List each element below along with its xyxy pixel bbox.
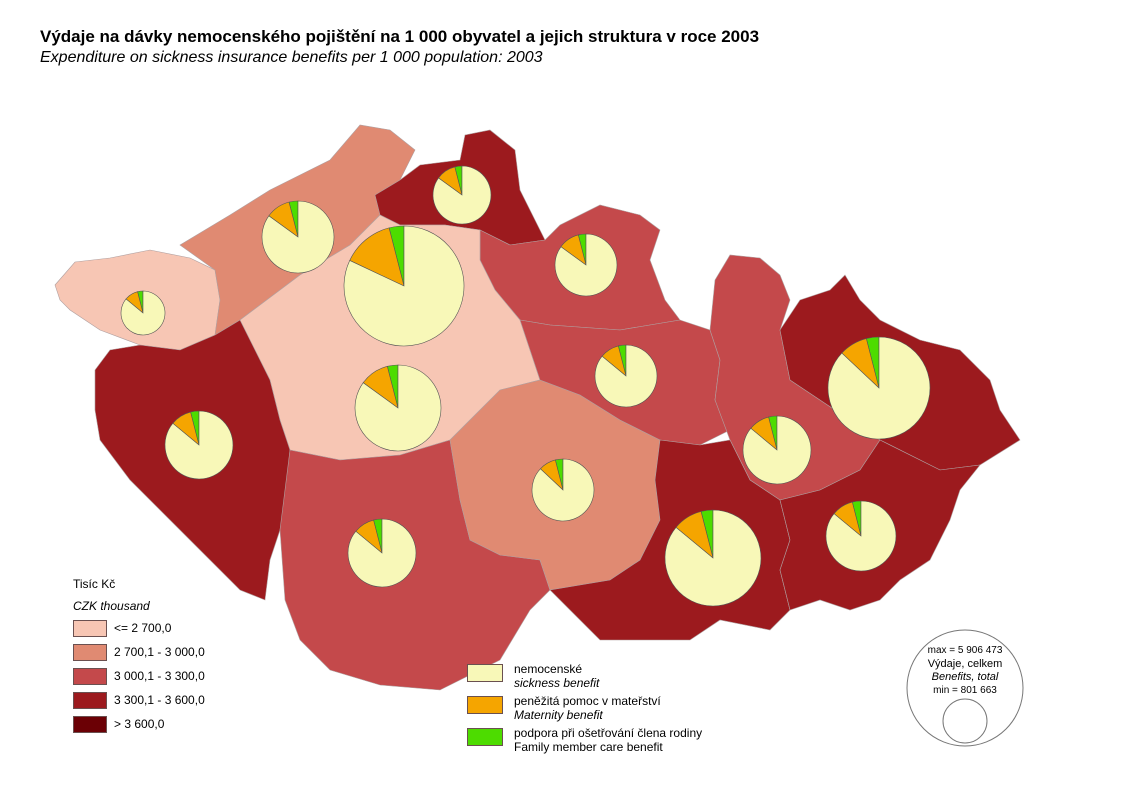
size-legend-label: Výdaje, celkem xyxy=(927,658,1003,670)
region xyxy=(279,439,551,691)
size-legend-label-en: Benefits, total xyxy=(931,671,999,683)
pie-slice xyxy=(827,336,931,440)
map-title: Výdaje na dávky nemocenského pojištění n… xyxy=(40,27,760,46)
pie-slice xyxy=(664,509,762,607)
legend-class-label: 3 000,1 - 3 300,0 xyxy=(114,669,205,683)
legend-class-label: 3 300,1 - 3 600,0 xyxy=(114,693,205,707)
pie-legend-label-en: Family member care benefit xyxy=(514,740,663,754)
size-legend-max-circle xyxy=(906,629,1024,747)
legend-unit: Tisíc Kč xyxy=(73,577,116,591)
legend-class-label: <= 2 700,0 xyxy=(114,621,172,635)
pie-legend-swatch xyxy=(467,664,503,682)
pie-slice xyxy=(825,500,897,572)
legend-swatch xyxy=(73,716,107,733)
pie-slice xyxy=(349,227,405,287)
pie-slice xyxy=(354,364,442,452)
legend-swatch xyxy=(73,620,107,637)
legend-swatch xyxy=(73,644,107,661)
pie-slice xyxy=(120,290,166,336)
pie-legend-label-en: Maternity benefit xyxy=(514,708,603,722)
map-subtitle: Expenditure on sickness insurance benefi… xyxy=(40,49,543,66)
pie-legend-label-en: sickness benefit xyxy=(514,676,600,690)
pie-legend-label: nemocenské xyxy=(514,662,583,676)
pie-legend-swatch xyxy=(467,728,503,746)
legend-unit-en: CZK thousand xyxy=(73,599,150,613)
size-legend-max: max = 5 906 473 xyxy=(927,645,1003,656)
pie-legend-label: peněžitá pomoc v mateřství xyxy=(514,694,661,708)
pie-slice xyxy=(554,233,618,297)
pie-slice xyxy=(742,415,812,485)
pie-slice xyxy=(261,200,335,274)
legend-class-label: 2 700,1 - 3 000,0 xyxy=(114,645,205,659)
pie-slice xyxy=(531,458,595,522)
size-legend-min: min = 801 663 xyxy=(933,685,997,696)
pie-slice xyxy=(164,410,234,480)
legend-swatch xyxy=(73,668,107,685)
legend-class-label: > 3 600,0 xyxy=(114,717,165,731)
pie-legend-label: podpora při ošetřování člena rodiny xyxy=(514,726,703,740)
size-legend-circles xyxy=(906,629,1024,747)
size-legend-min-circle xyxy=(942,698,988,744)
pie-slice xyxy=(347,518,417,588)
pies-layer xyxy=(120,165,931,607)
pie-slice xyxy=(594,344,658,408)
pie-legend-swatch xyxy=(467,696,503,714)
legend-swatch xyxy=(73,692,107,709)
pie-slice xyxy=(343,225,465,347)
pie-slice xyxy=(432,165,492,225)
